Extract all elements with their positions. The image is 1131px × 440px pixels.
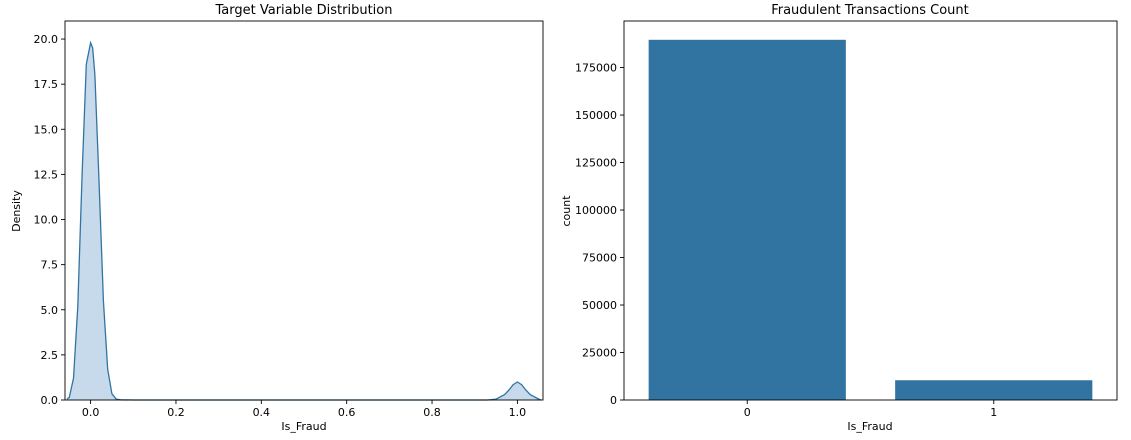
kde-y-tick-label: 17.5	[34, 78, 59, 91]
kde-y-tick-label: 7.5	[41, 259, 59, 272]
kde-x-tick-label: 0.2	[167, 406, 185, 419]
bar-1	[895, 380, 1093, 400]
bar-0	[648, 39, 846, 400]
kde-axes-frame	[64, 20, 544, 401]
kde-x-tick-label: 1.0	[509, 406, 527, 419]
kde-chart-title: Target Variable Distribution	[215, 3, 393, 18]
bar-y-ticks: 0 25000 50000 75000 100000 125000 150000 175000	[575, 62, 624, 407]
kde-chart: Target Variable Distribution Is_Fraud De…	[10, 3, 544, 433]
kde-x-axis-label: Is_Fraud	[281, 420, 326, 433]
kde-y-axis-label: Density	[10, 190, 23, 232]
kde-y-ticks: 0.0 2.5 5.0 7.5 10.0 12.5 15.0 17.5 20.0	[34, 33, 65, 407]
kde-y-tick-label: 15.0	[34, 123, 59, 136]
bar-y-tick-label: 150000	[575, 109, 617, 122]
bar-x-tick-label: 0	[744, 406, 751, 419]
kde-plot-area	[66, 40, 542, 401]
kde-x-tick-label: 0.6	[338, 406, 356, 419]
kde-y-tick-label: 2.5	[41, 349, 59, 362]
bar-y-tick-label: 50000	[582, 299, 617, 312]
kde-y-tick-label: 0.0	[41, 394, 59, 407]
kde-x-tick-label: 0.0	[82, 406, 100, 419]
kde-y-tick-label: 10.0	[34, 214, 59, 227]
bar-y-tick-label: 25000	[582, 347, 617, 360]
bar-y-tick-label: 75000	[582, 252, 617, 265]
kde-x-tick-label: 0.8	[423, 406, 441, 419]
bar-chart-title: Fraudulent Transactions Count	[771, 3, 969, 18]
bar-y-tick-label: 100000	[575, 204, 617, 217]
bar-x-tick-label: 1	[990, 406, 997, 419]
kde-x-ticks: 0.0 0.2 0.4 0.6 0.8 1.0	[82, 400, 526, 419]
kde-fill-area	[67, 42, 541, 400]
kde-density-line	[66, 40, 542, 401]
kde-y-tick-label: 20.0	[34, 33, 59, 46]
bar-axes-frame	[623, 20, 1118, 401]
kde-x-tick-label: 0.4	[253, 406, 271, 419]
bar-y-axis-label: count	[560, 195, 573, 227]
bar-y-tick-label: 125000	[575, 157, 617, 170]
bar-y-tick-label: 0	[610, 394, 617, 407]
bar-plot-area	[648, 39, 1093, 400]
kde-y-tick-label: 12.5	[34, 168, 59, 181]
bar-chart: Fraudulent Transactions Count Is_Fraud c…	[560, 3, 1118, 433]
bar-x-axis-label: Is_Fraud	[847, 420, 892, 433]
bar-y-tick-label: 175000	[575, 62, 617, 75]
kde-y-tick-label: 5.0	[41, 304, 59, 317]
